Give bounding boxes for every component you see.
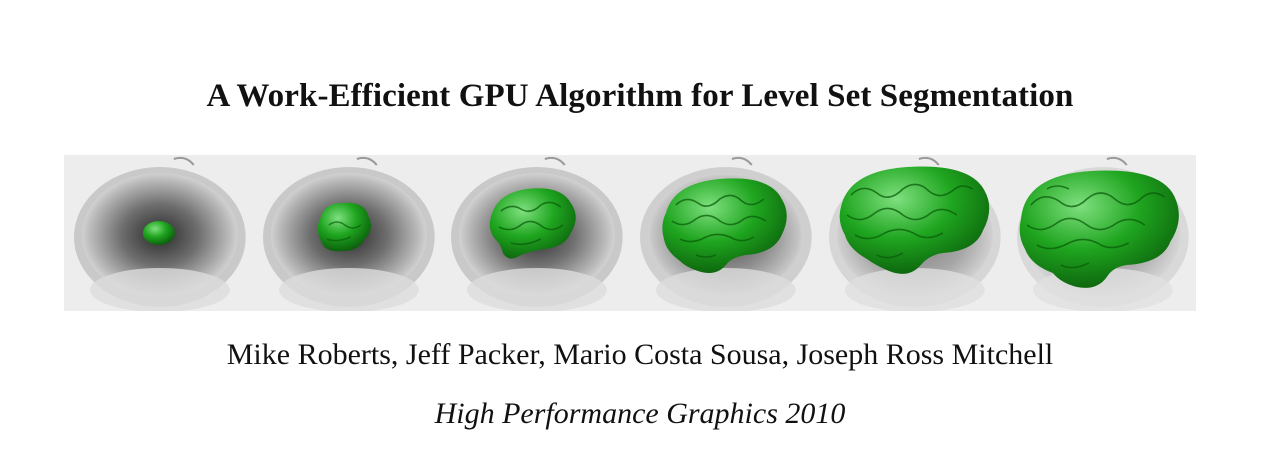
figure-panel-6 <box>1007 155 1197 311</box>
teaser-figure <box>64 155 1197 311</box>
brain-volume-early-growth <box>252 155 442 311</box>
author-list: Mike Roberts, Jeff Packer, Mario Costa S… <box>226 338 1054 371</box>
figure-panel-5 <box>818 155 1008 311</box>
figure-panel-4 <box>630 155 819 311</box>
brain-volume-late-growth <box>818 155 1008 311</box>
paper-title: A Work-Efficient GPU Algorithm for Level… <box>206 78 1074 114</box>
figure-panel-3 <box>441 155 631 311</box>
figure-panel-1 <box>64 155 253 311</box>
conference-venue: High Performance Graphics 2010 <box>434 397 846 430</box>
brain-volume-seed-sphere <box>64 155 253 311</box>
figure-panel-2 <box>252 155 442 311</box>
brain-volume-mid-growth <box>630 155 819 311</box>
brain-volume-full-brain <box>1007 155 1197 311</box>
brain-volume-partial-brain <box>441 155 631 311</box>
